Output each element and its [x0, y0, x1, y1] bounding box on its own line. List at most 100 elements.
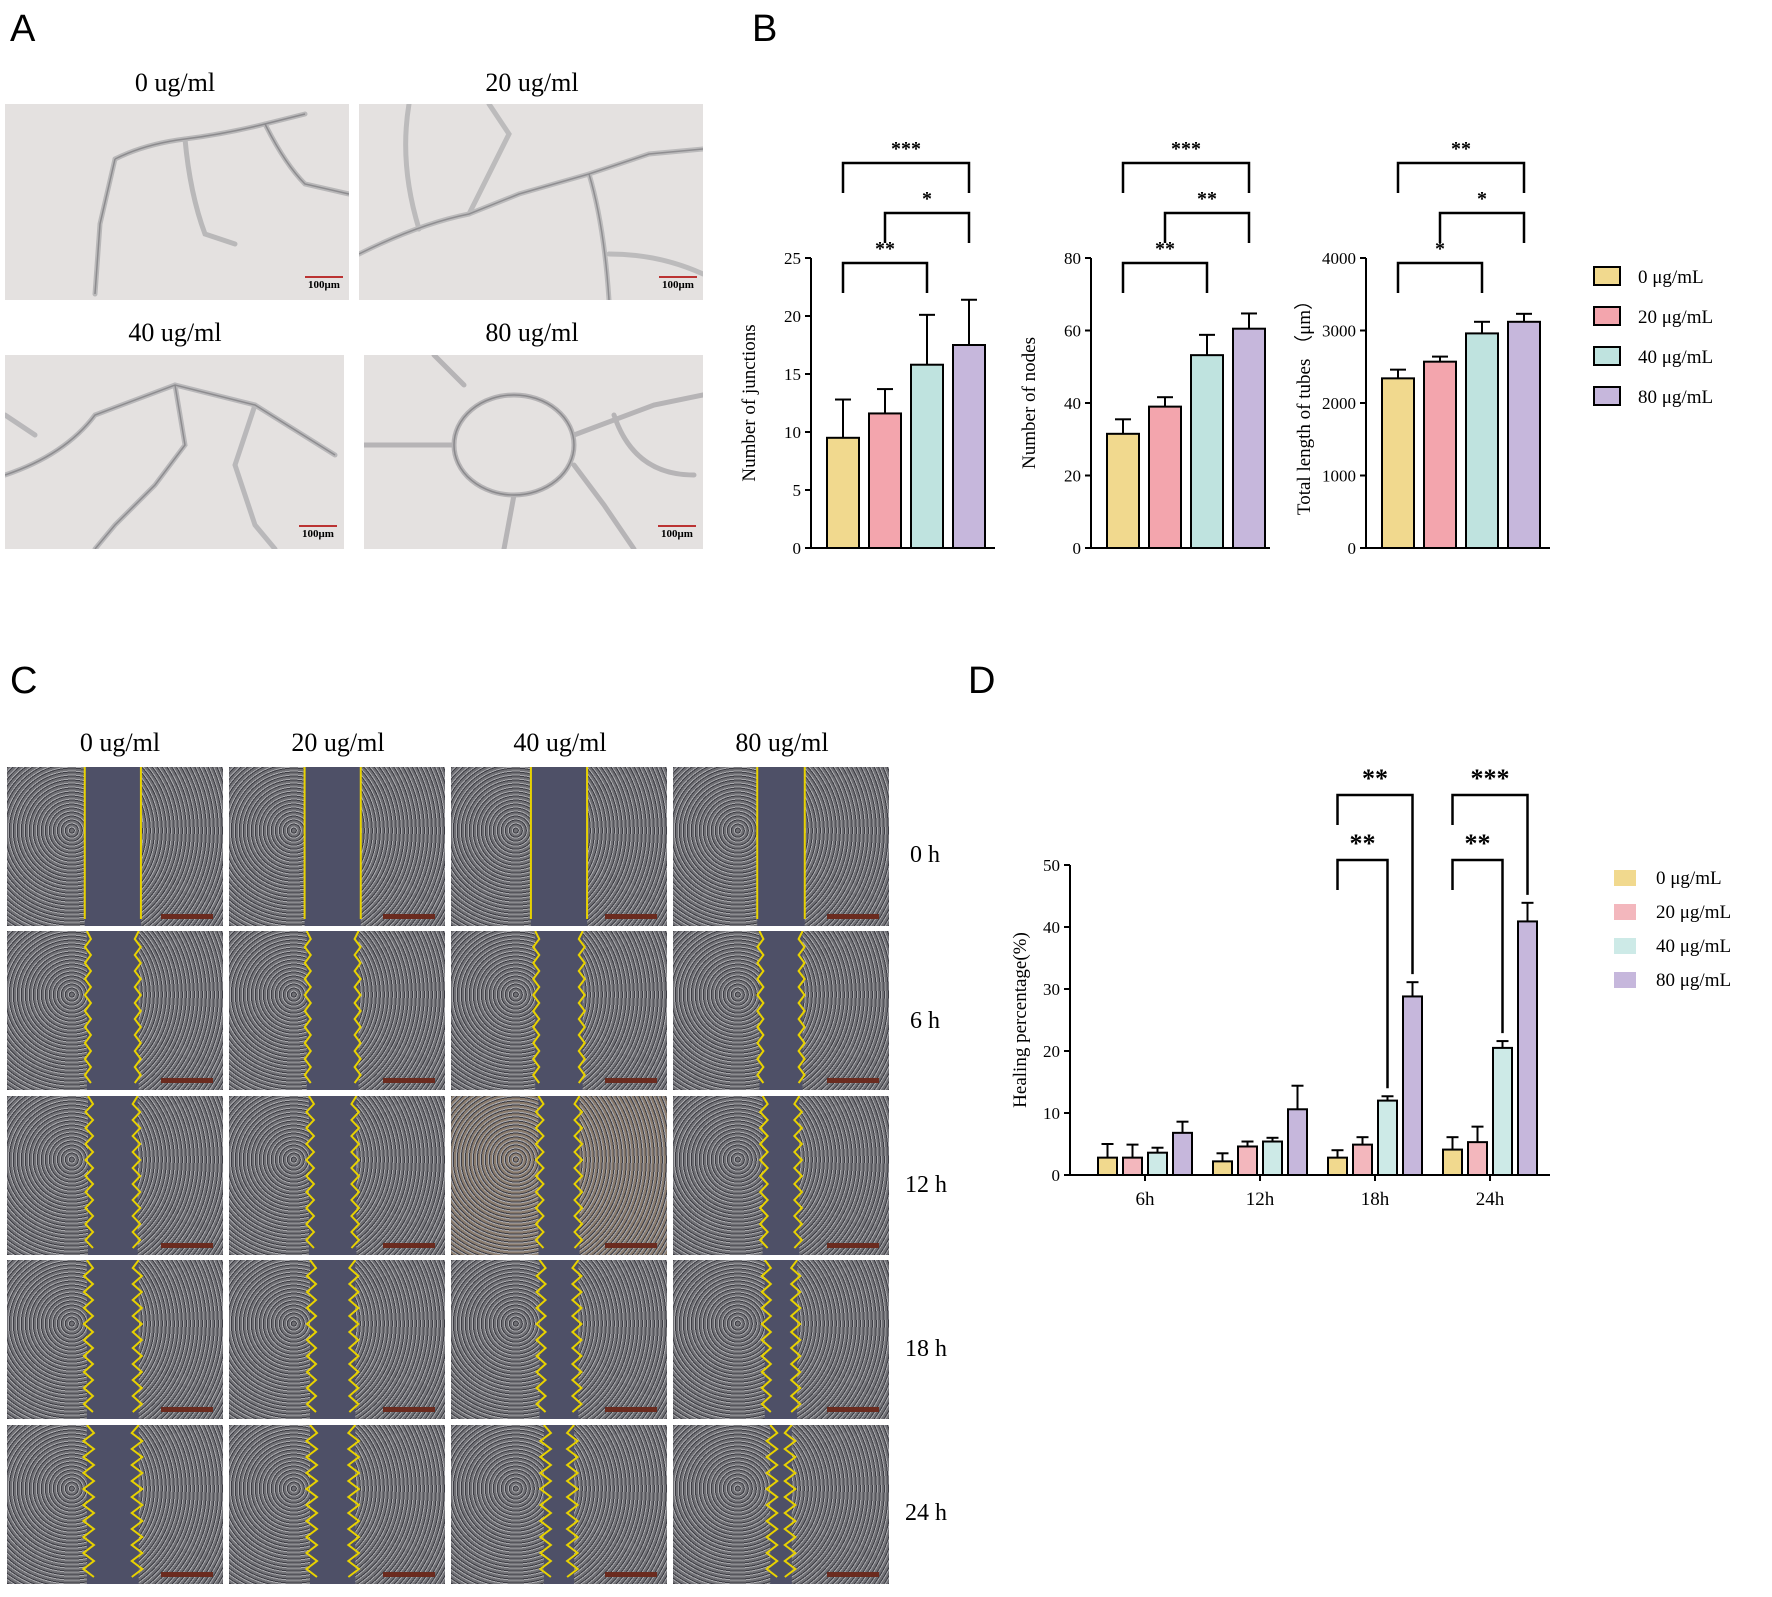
wound-gap — [529, 767, 657, 926]
bar-6h-1 — [1122, 1156, 1143, 1177]
y-tick-label: 10 — [784, 423, 801, 442]
wound-image-r1-c1 — [229, 931, 445, 1090]
panel-a-label-0: 0 ug/ml — [134, 68, 216, 97]
tube-image-0: 100μm — [5, 104, 349, 300]
wound-gap — [756, 931, 879, 1090]
wound-edge-right — [347, 1260, 360, 1413]
wound-edge-right — [797, 931, 806, 1084]
scalebar — [827, 1407, 879, 1412]
y-tick-label: 0 — [1073, 539, 1082, 558]
wound-image-r4-c1 — [229, 1425, 445, 1584]
wound-area — [86, 1425, 139, 1584]
wound-edge-left — [765, 1425, 779, 1578]
significance-label: ** — [1451, 138, 1471, 160]
wound-edge-left — [83, 931, 93, 1084]
bar-2 — [910, 363, 944, 549]
y-axis-label: Number of junctions — [739, 324, 760, 481]
bar-1 — [1423, 360, 1457, 549]
bar-3 — [1507, 320, 1541, 549]
scalebar-a-80: 100μm — [658, 525, 696, 540]
bar-6h-2 — [1147, 1151, 1168, 1176]
y-tick-label: 0 — [793, 539, 802, 558]
y-tick-label: 15 — [784, 365, 801, 384]
bar-18h-3 — [1402, 995, 1423, 1176]
wound-area — [762, 1096, 800, 1255]
bar-18h-2 — [1377, 1099, 1398, 1177]
significance-label: * — [922, 188, 932, 210]
bar-24h-0 — [1442, 1148, 1463, 1176]
wound-edge-left — [82, 1260, 95, 1413]
bar-2 — [1465, 332, 1499, 549]
bar-18h-1 — [1352, 1143, 1373, 1176]
wound-image-r3-c2 — [451, 1260, 667, 1419]
wound-gap — [303, 767, 435, 926]
wound-image-r2-c0 — [7, 1096, 223, 1255]
significance-bracket — [883, 211, 971, 243]
tube-network-40 — [5, 382, 338, 549]
significance-bracket — [1336, 858, 1389, 1089]
bar-12h-1 — [1237, 1145, 1258, 1177]
wound-edge-right — [783, 1425, 797, 1578]
legend-d-label-1: 20 μg/mL — [1656, 902, 1731, 923]
scalebar — [161, 1572, 213, 1577]
wound-edge-right — [131, 1096, 142, 1249]
y-tick-label: 80 — [1064, 249, 1081, 268]
y-tick-label: 25 — [784, 249, 801, 268]
tube-network-0 — [92, 111, 349, 297]
time-label-6h: 6 h — [910, 1008, 940, 1034]
scalebar — [383, 1572, 435, 1577]
scalebar — [383, 1078, 435, 1083]
x-tick-label: 24h — [1476, 1189, 1505, 1210]
scalebar — [161, 1078, 213, 1083]
scalebar — [161, 914, 213, 919]
wound-gap — [303, 931, 435, 1090]
wound-area — [539, 1260, 579, 1419]
wound-gap — [758, 1096, 879, 1255]
bar-18h-0 — [1327, 1156, 1348, 1177]
wound-edge-right — [789, 1260, 802, 1413]
y-axis-label: Healing percentage(%) — [1010, 932, 1031, 1108]
scalebar — [605, 1243, 657, 1248]
wound-area — [530, 767, 588, 926]
significance-bracket — [1121, 261, 1209, 293]
wound-image-r2-c1 — [229, 1096, 445, 1255]
scalebar — [383, 914, 435, 919]
scalebar — [605, 1078, 657, 1083]
panel-letter-d: D — [968, 660, 996, 702]
significance-bracket — [841, 261, 929, 293]
significance-bracket — [1336, 793, 1414, 975]
wound-area — [88, 1096, 138, 1255]
legend-d-label-3: 80 μg/mL — [1656, 970, 1731, 991]
wound-edge-left — [535, 1260, 548, 1413]
wound-edge-left — [531, 931, 541, 1084]
wound-area — [304, 767, 361, 926]
wound-image-r1-c0 — [7, 931, 223, 1090]
panel-letter-c: C — [10, 660, 38, 702]
time-label-12h: 12 h — [905, 1172, 947, 1198]
wound-edge-left — [538, 1425, 553, 1578]
wound-edge-right — [577, 931, 587, 1084]
wound-image-r4-c0 — [7, 1425, 223, 1584]
significance-bracket — [841, 161, 971, 193]
legend-label-2: 40 μg/mL — [1638, 347, 1713, 368]
wound-image-r0-c0 — [7, 767, 223, 926]
y-tick-label: 1000 — [1322, 467, 1356, 486]
wound-image-r1-c3 — [673, 931, 889, 1090]
legend-d-swatch-2 — [1614, 938, 1636, 954]
y-tick-label: 0 — [1052, 1166, 1061, 1185]
panel-a-label-20: 20 ug/ml — [485, 68, 579, 97]
wound-area — [310, 1260, 356, 1419]
scalebar — [161, 1243, 213, 1248]
scalebar-a-40: 100μm — [299, 525, 337, 540]
scalebar — [827, 1078, 879, 1083]
wound-area — [86, 931, 139, 1090]
wound-gap — [304, 1425, 435, 1584]
scalebar-a-20: 100μm — [659, 276, 697, 291]
wound-edge-left — [760, 1260, 773, 1413]
tube-image-80: 100μm — [364, 355, 703, 549]
wound-gap — [305, 1260, 435, 1419]
wound-area — [86, 1260, 139, 1419]
scalebar — [827, 914, 879, 919]
time-label-18h: 18 h — [905, 1336, 947, 1362]
